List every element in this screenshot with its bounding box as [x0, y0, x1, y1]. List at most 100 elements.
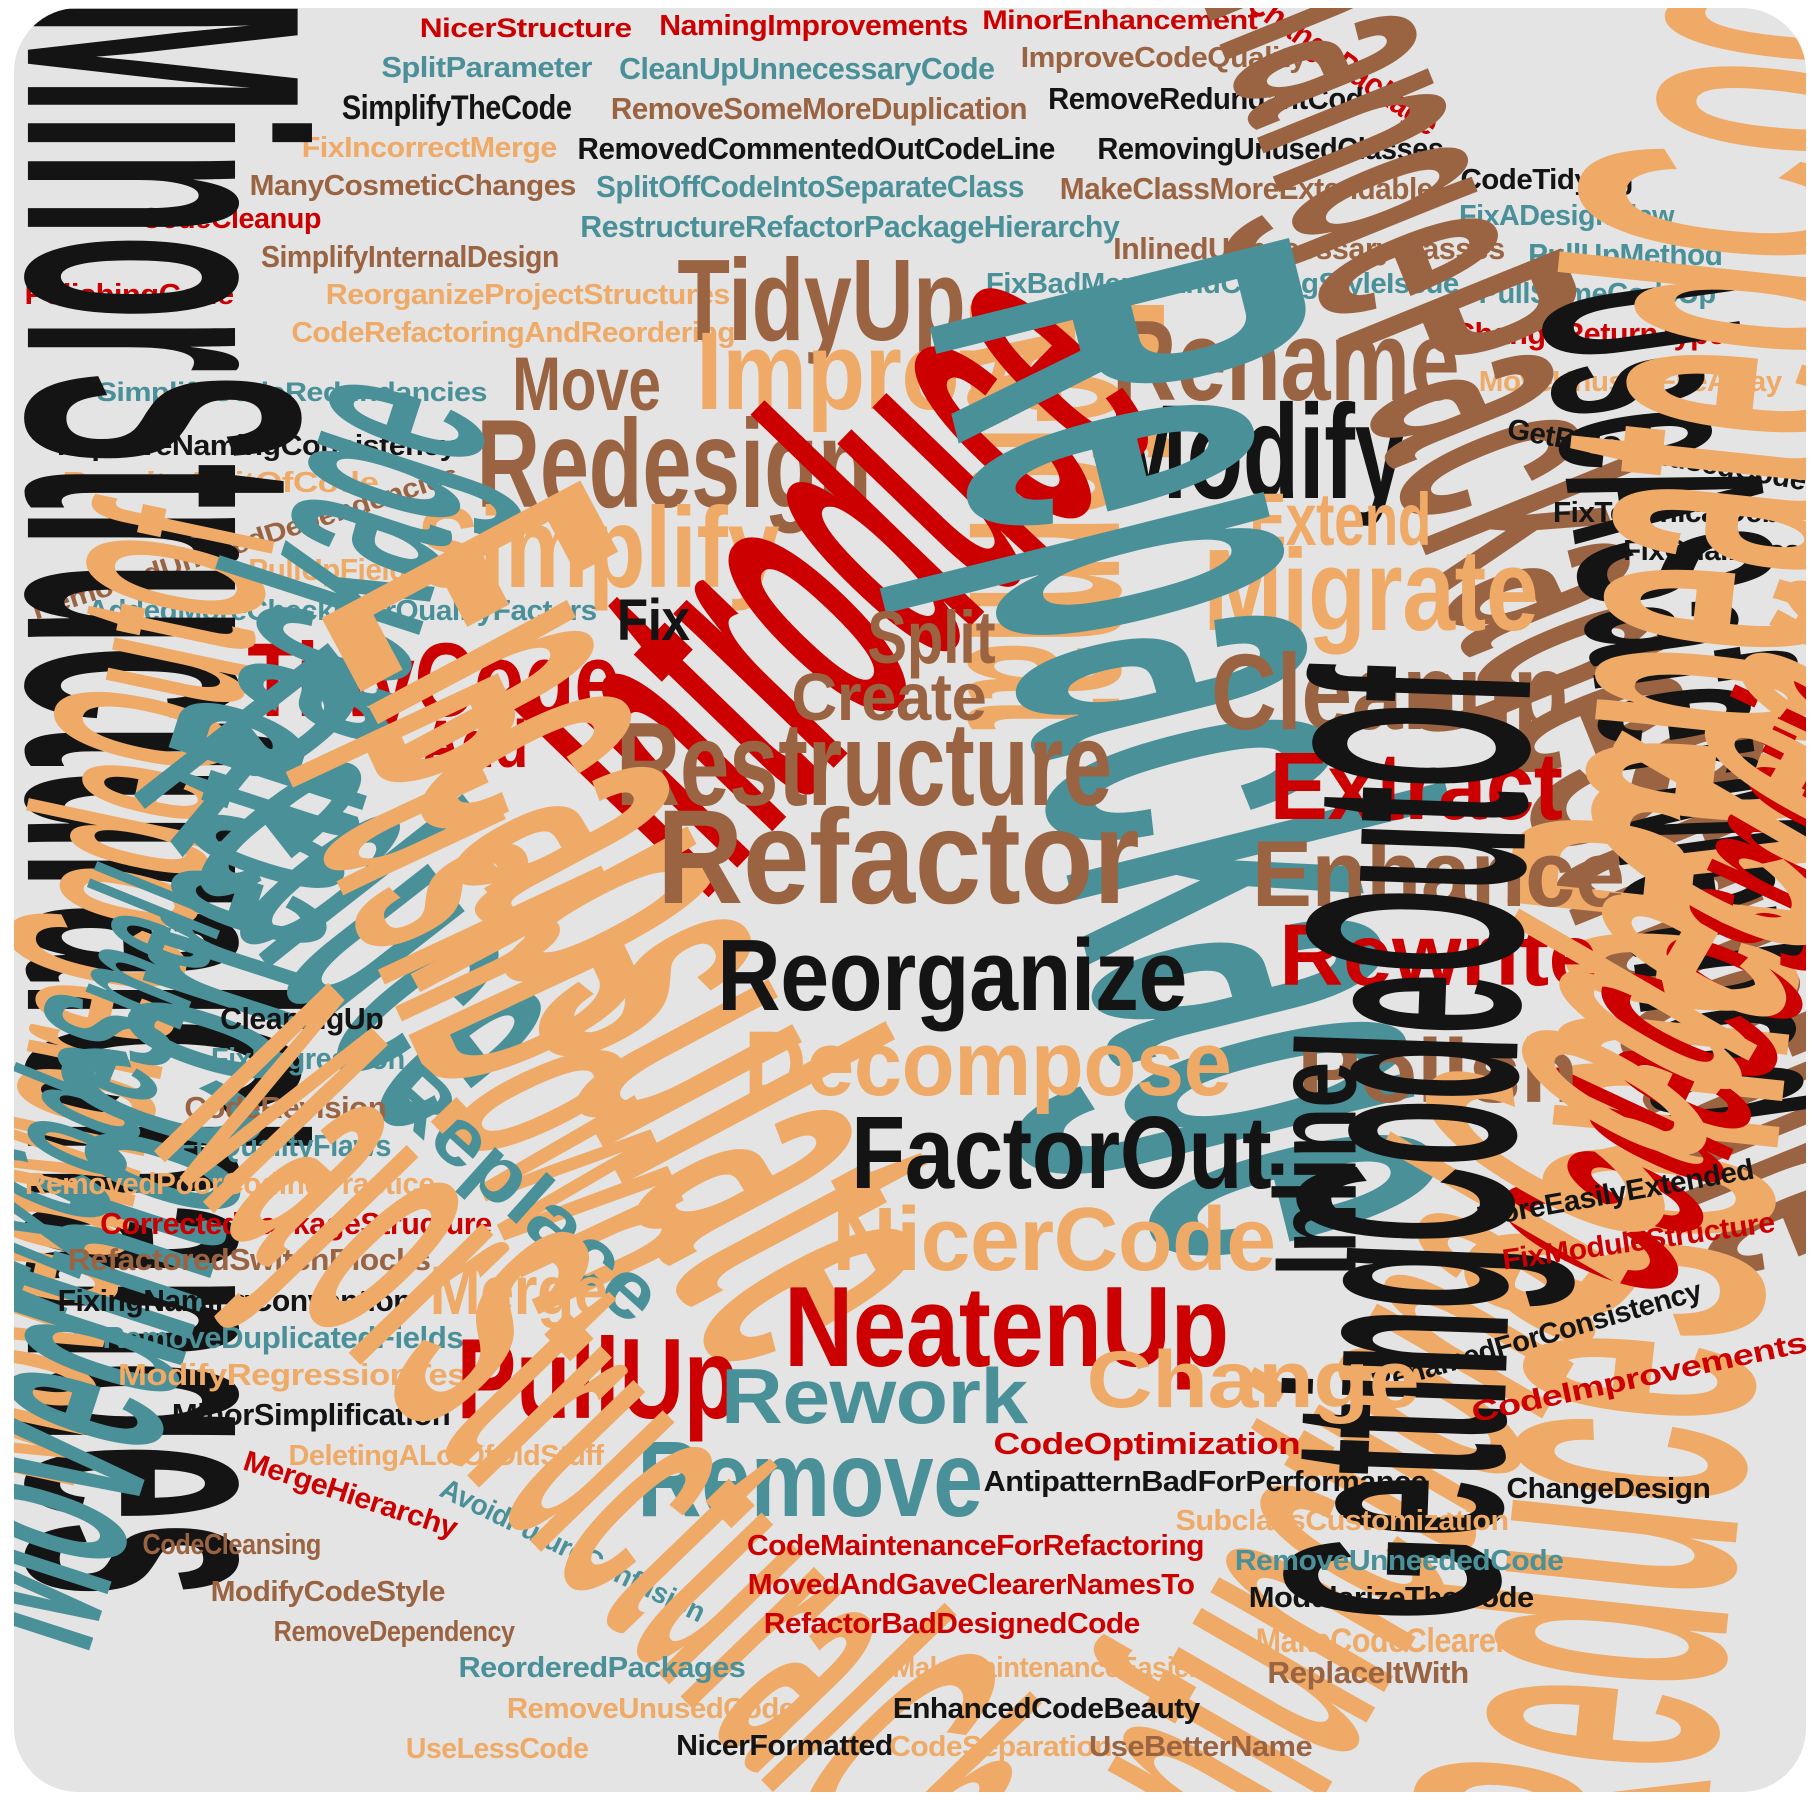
- word-change: Change: [1087, 1334, 1420, 1425]
- word-code-maintenance-for-refactoring: CodeMaintenanceForRefactoring: [747, 1529, 1204, 1562]
- word-deleting-a-lot-of-old-stuff: DeletingALotOfOldStuff: [288, 1439, 605, 1472]
- word-simplify: Simplify: [417, 485, 780, 612]
- word-replace-it-with: ReplaceItWith: [1267, 1654, 1469, 1690]
- word-reordered-packages: ReorderedPackages: [458, 1651, 745, 1684]
- word-fix-regression: FixRegression: [211, 1040, 405, 1076]
- word-refactor-bad-designed-code: RefactorBadDesignedCode: [764, 1607, 1141, 1640]
- word-cloud: NicerStructure NamingImprovements MinorEnh…: [14, 8, 1806, 1792]
- word-extract: Extract: [1270, 733, 1563, 840]
- word-fix: Fix: [616, 588, 690, 653]
- word-remove-unneeded-code: RemoveUnneededCode: [1235, 1544, 1564, 1577]
- word-corrected-package-structure: CorrectedPackageStructure: [100, 1205, 492, 1241]
- word-enhanced-code-beauty: EnhancedCodeBeauty: [892, 1692, 1200, 1725]
- word-fix-a-design-flaw: FixADesignFlaw: [1459, 199, 1675, 232]
- word-remove: Remove: [637, 1418, 983, 1539]
- word-restructure-refactor-package-hierarchy: RestructureRefactorPackageHierarchy: [579, 208, 1119, 244]
- word-nicer-code: NicerCode: [832, 1190, 1276, 1290]
- word-code-cleansing: CodeCleansing: [142, 1528, 322, 1561]
- word-migrate: Migrate: [1203, 525, 1539, 655]
- word-simplify-the-code: SimplifyTheCode: [341, 89, 572, 127]
- word-nicer-formatted: NicerFormatted: [676, 1729, 893, 1762]
- word-code-revision: CodeRevision: [184, 1089, 386, 1125]
- word-modify: Modify: [1110, 378, 1406, 527]
- word-naming-improvements: NamingImprovements: [659, 9, 968, 42]
- word-remove-some-more-duplication: RemoveSomeMoreDuplication: [610, 90, 1028, 126]
- word-reorganize: Reorganize: [716, 919, 1187, 1032]
- word-rewrite-a-bit-of-code: RewriteABitOfCode: [62, 466, 379, 499]
- word-cleanup: Cleanup: [1210, 631, 1569, 752]
- word-decompose: Decompose: [744, 1013, 1232, 1115]
- word-nicer-structure: NicerStructure: [419, 12, 632, 43]
- word-change-return-type: ChangeReturnType: [1453, 315, 1726, 351]
- word-move-unused-file-away: MoveUnusedFileAway: [1478, 365, 1782, 398]
- word-polish: Polish: [1296, 1022, 1578, 1122]
- word-fix-incorrect-merge: FixIncorrectMerge: [301, 131, 558, 164]
- word-remove-unused-code: RemoveUnusedCode: [506, 1692, 795, 1725]
- word-remove-redundant-code: RemoveRedundantCode: [1048, 80, 1379, 116]
- word-subclass-customization: SubclassCustomization: [1175, 1504, 1510, 1537]
- word-tidy-up: TidyUp: [676, 235, 965, 365]
- word-antipattern-bad-for-performance: AntipatternBadForPerformance: [983, 1465, 1428, 1498]
- word-minor-enhancement: MinorEnhancement: [981, 8, 1258, 35]
- word-polishing-code: PolishingCode: [24, 278, 234, 311]
- word-code-cleanup: CodeCleanup: [140, 202, 321, 235]
- word-make-class-more-extendable: MakeClassMoreExtendable: [1059, 170, 1434, 206]
- word-make-code-clearer: MakeCodeClearer: [1256, 1622, 1508, 1660]
- word-clean-up-unnecessary-code: CleanUpUnnecessaryCode: [619, 50, 995, 86]
- word-use-better-name: UseBetterName: [1088, 1730, 1313, 1763]
- word-use-less-code: UseLessCode: [406, 1732, 589, 1765]
- word-modularize-the-code: ModularizeTheCode: [1249, 1581, 1534, 1614]
- word-rename: Rename: [1112, 298, 1460, 425]
- word-improve: Improve: [696, 310, 1065, 433]
- word-fix-bad-merge-and-coding-style-issue: FixBadMergeAndCodingStyleIssue: [985, 267, 1459, 300]
- word-fix-quality-issue: FixQualityIssue: [1622, 534, 1806, 567]
- word-pull-up: PullUp: [455, 1316, 738, 1443]
- word-improve-code-quality: ImproveCodeQuality: [1020, 41, 1306, 74]
- word-fix-technical-debt: FixTechnicalDebt: [1553, 496, 1789, 529]
- word-remove-dependency: RemoveDependency: [274, 1615, 516, 1648]
- word-neaten-up: NeatenUp: [783, 1264, 1229, 1391]
- word-rewrite: Rewrite: [1278, 906, 1598, 1004]
- word-code-optimization: CodeOptimization: [993, 1425, 1301, 1461]
- word-minor-simplification: MinorSimplification: [172, 1396, 451, 1432]
- word-add: Add: [421, 706, 528, 782]
- word-improve-naming-consistency: ImproveNamingConsistency: [57, 429, 457, 462]
- word-split-off-code-into-separate-class: SplitOffCodeIntoSeparateClass: [595, 168, 1025, 204]
- word-create: Create: [791, 659, 987, 735]
- word-modify-code-style: ModifyCodeStyle: [210, 1575, 446, 1608]
- word-moved-and-gave-clearer-names-to: MovedAndGaveClearerNamesTo: [747, 1568, 1195, 1601]
- word-factor-out: FactorOut: [850, 1094, 1272, 1210]
- word-modify-regression-test: ModifyRegressionTest: [117, 1356, 477, 1392]
- word-cleaning-up: CleaningUp: [220, 1000, 384, 1036]
- word-remove-duplicated-fields: RemoveDuplicatedFields: [102, 1319, 463, 1355]
- word-refactor: Refactor: [657, 783, 1140, 932]
- word-reorganize-project-structures: ReorganizeProjectStructures: [325, 278, 730, 311]
- word-make-maintenance-easier: MakeMaintenanceEasier: [892, 1651, 1200, 1684]
- word-split: Split: [866, 596, 995, 679]
- word-restructure: Restructure: [615, 697, 1113, 831]
- word-added-more-checks-for-quality-factors: AddedMoreChecksForQualityFactors: [87, 594, 597, 627]
- word-removed-commented-out-code-line: RemovedCommentedOutCodeLine: [577, 130, 1056, 166]
- word-code-separation: CodeSeparation: [889, 1730, 1112, 1763]
- word-pull-up-method: PullUpMethod: [1527, 236, 1723, 272]
- word-change-design: ChangeDesign: [1507, 1472, 1711, 1505]
- word-simplify-internal-design: SimplifyInternalDesign: [260, 238, 559, 274]
- word-removing-unused-classes: RemovingUnusedClasses: [1096, 130, 1444, 166]
- word-removed-poor-coding-practice: RemovedPoorCodingPractice: [25, 1165, 435, 1201]
- word-code-refactoring-and-reordering: CodeRefactoringAndReordering: [290, 316, 735, 349]
- word-enhance: Enhance: [1251, 821, 1625, 926]
- word-inlined-unnecessary-classes: InlinedUnnecessaryClasses: [1113, 230, 1505, 266]
- word-tidy-code: TidyCode: [247, 621, 620, 739]
- word-pull-some-code-up: PullSomeCodeUp: [1478, 277, 1717, 310]
- word-refactored-switch-blocks: RefactoredSwitchBlocks: [67, 1241, 431, 1277]
- word-code-tidying: CodeTidying: [1460, 163, 1634, 196]
- word-split-parameter: SplitParameter: [380, 51, 592, 84]
- word-simplify-code-redundancies: SimplifyCodeRedundancies: [97, 376, 488, 407]
- word-fix-quality-flaws: FixQualityFlaws: [178, 1127, 391, 1163]
- word-rework: Rework: [721, 1352, 1028, 1440]
- word-pull-up-field: PullUpField: [247, 551, 407, 587]
- word-merge: Merge: [429, 1251, 608, 1329]
- word-fixing-naming-convention: FixingNamingConvention: [57, 1282, 412, 1318]
- word-extend: Extend: [1248, 478, 1431, 561]
- word-many-cosmetic-changes: ManyCosmeticChanges: [250, 169, 577, 202]
